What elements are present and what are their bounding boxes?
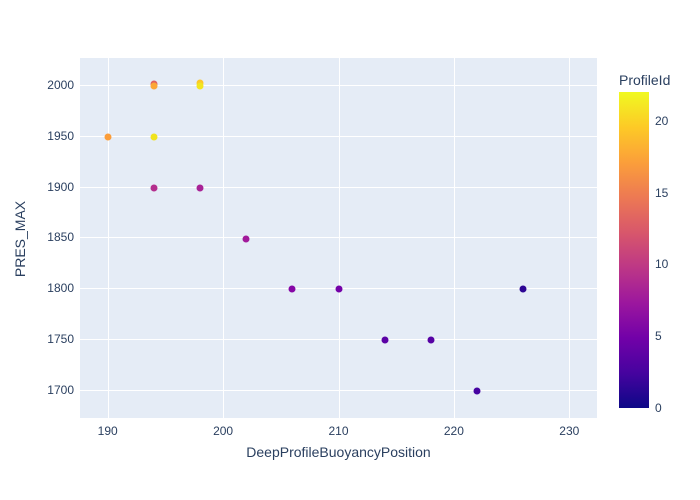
y-tick-label: 1800 (47, 281, 74, 296)
data-point[interactable] (335, 285, 342, 293)
plot-area[interactable] (80, 58, 597, 418)
y-gridline (80, 338, 597, 340)
colorbar-tick-label: 15 (655, 185, 669, 200)
colorbar-gradient (619, 92, 649, 408)
colorbar-tick-label: 20 (655, 113, 669, 128)
x-tick-label: 200 (213, 424, 234, 438)
y-tick-label: 1850 (47, 230, 74, 245)
y-gridline (80, 186, 597, 188)
x-tick-label: 210 (328, 424, 349, 438)
x-axis-title: DeepProfileBuoyancyPosition (246, 444, 431, 460)
y-tick-label: 1700 (47, 382, 74, 397)
y-gridline (80, 85, 597, 87)
data-point[interactable] (150, 184, 158, 192)
x-tick-label: 220 (443, 424, 464, 438)
y-tick-label: 2000 (47, 78, 74, 93)
data-point[interactable] (196, 184, 204, 192)
y-axis-title: PRES_MAX (12, 200, 28, 278)
data-point[interactable] (473, 387, 481, 395)
data-point[interactable] (196, 82, 204, 90)
data-point[interactable] (104, 133, 112, 141)
colorbar-tick-label: 5 (655, 329, 662, 344)
data-point[interactable] (242, 235, 250, 242)
data-point[interactable] (519, 285, 527, 293)
x-tick-label: 190 (97, 424, 118, 438)
data-point[interactable] (427, 336, 435, 344)
y-gridline (80, 389, 597, 391)
colorbar-tick-label: 0 (655, 401, 662, 415)
y-tick-label: 1750 (47, 331, 74, 346)
colorbar-tick-label: 10 (655, 257, 669, 272)
data-point[interactable] (381, 336, 389, 344)
y-gridline (80, 136, 597, 138)
x-tick-label: 230 (559, 424, 580, 438)
y-tick-label: 1900 (47, 179, 74, 194)
y-tick-label: 1950 (47, 129, 74, 144)
data-point[interactable] (150, 82, 158, 90)
colorbar-title: ProfileId (619, 72, 671, 88)
y-gridline (80, 237, 597, 239)
data-point[interactable] (288, 285, 296, 293)
data-point[interactable] (150, 133, 158, 141)
